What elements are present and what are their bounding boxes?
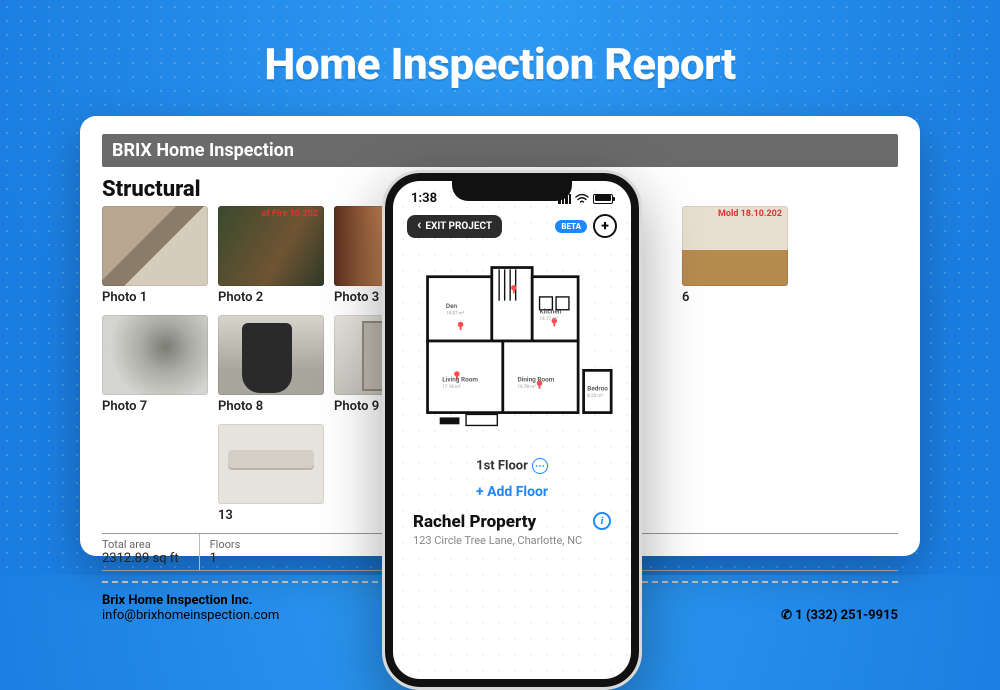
wifi-icon (575, 194, 589, 204)
status-time: 1:38 (411, 191, 437, 206)
stat: Floors1 (199, 534, 261, 570)
stat: Total area2312.89 sq ft (102, 534, 199, 570)
stat-label: Floors (210, 538, 241, 551)
stat-label: Total area (102, 538, 179, 551)
beta-badge: BETA (555, 220, 587, 233)
company-email: info@brixhomeinspection.com (102, 608, 279, 623)
app-toolbar: EXIT PROJECT BETA + (395, 208, 629, 244)
page-title: Home Inspection Report (0, 0, 1000, 90)
photo-caption: 13 (218, 508, 324, 523)
photo-tile[interactable]: Mold 18.10.202 6 (682, 206, 788, 305)
floor-label[interactable]: 1st Floor⋯ (395, 458, 629, 474)
svg-text:14.87 m²: 14.87 m² (446, 310, 465, 316)
stat-value: 2312.89 sq ft (102, 551, 179, 566)
photo-tag: Mold 18.10.202 (718, 210, 782, 220)
photo-caption: Photo 2 (218, 290, 324, 305)
photo-tile[interactable]: of Fire 10.202 Photo 2 (218, 206, 324, 305)
stat-value: 1 (210, 551, 241, 566)
svg-text:Kitchen: Kitchen (540, 307, 562, 315)
phone-mockup: 1:38 EXIT PROJECT BETA + (382, 170, 642, 690)
photo-caption: Photo 7 (102, 399, 208, 414)
info-icon[interactable]: i (593, 512, 611, 530)
doc-banner: BRIX Home Inspection (102, 134, 898, 167)
photo-caption: 6 (682, 290, 788, 305)
svg-text:Living Room: Living Room (442, 375, 478, 383)
svg-text:16.78 m²: 16.78 m² (518, 384, 537, 390)
photo-caption: Photo 8 (218, 399, 324, 414)
photo-tile[interactable]: 13 (218, 424, 324, 523)
floorplan[interactable]: Den 14.87 m² Kitchen 14.77 m² Living Roo… (411, 252, 613, 452)
photo-tile[interactable]: Photo 1 (102, 206, 208, 305)
property-name: Rachel Property (413, 512, 611, 532)
svg-text:14.77 m²: 14.77 m² (540, 316, 559, 322)
add-floor-button[interactable]: Add Floor (395, 484, 629, 500)
photo-tag: of Fire 10.202 (261, 210, 318, 220)
svg-text:17.18 m²: 17.18 m² (442, 384, 461, 390)
company-phone: 1 (332) 251-9915 (781, 608, 898, 623)
company-name: Brix Home Inspection Inc. (102, 593, 279, 608)
add-button[interactable]: + (593, 214, 617, 238)
svg-text:Bedroo: Bedroo (587, 385, 608, 393)
svg-text:Den: Den (446, 302, 458, 310)
svg-text:Dining Room: Dining Room (518, 375, 555, 383)
photo-thumb (102, 315, 208, 395)
property-card[interactable]: i Rachel Property 123 Circle Tree Lane, … (395, 500, 629, 547)
photo-thumb: Mold 18.10.202 (682, 206, 788, 286)
photo-thumb (218, 315, 324, 395)
photo-thumb (218, 424, 324, 504)
svg-text:8.35 m²: 8.35 m² (587, 393, 603, 399)
exit-project-button[interactable]: EXIT PROJECT (407, 215, 502, 238)
phone-screen: 1:38 EXIT PROJECT BETA + (395, 183, 629, 677)
photo-caption: Photo 1 (102, 290, 208, 305)
photo-tile[interactable]: Photo 8 (218, 315, 324, 414)
floor-more-icon[interactable]: ⋯ (532, 458, 548, 474)
photo-thumb: of Fire 10.202 (218, 206, 324, 286)
photo-thumb (102, 206, 208, 286)
property-address: 123 Circle Tree Lane, Charlotte, NC (413, 534, 611, 547)
phone-notch (452, 173, 572, 201)
battery-icon (593, 194, 613, 204)
photo-tile[interactable]: Photo 7 (102, 315, 208, 414)
